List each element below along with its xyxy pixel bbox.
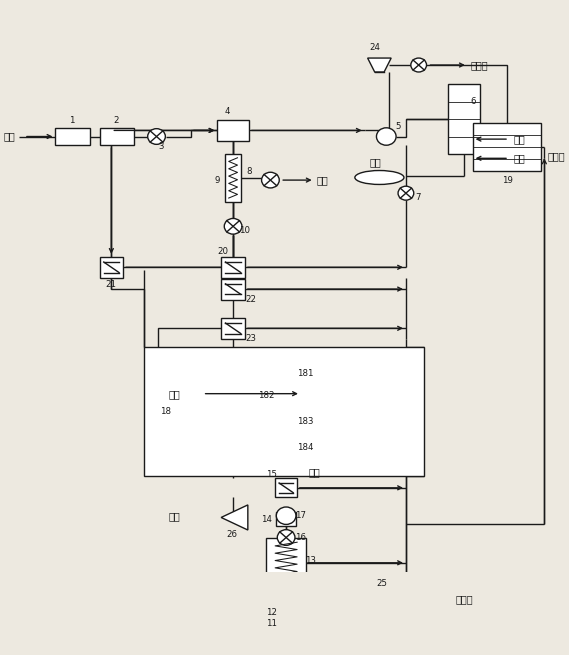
Bar xyxy=(225,154,241,202)
Text: 氢气: 氢气 xyxy=(514,134,526,144)
Text: 21: 21 xyxy=(106,280,117,290)
Text: 16: 16 xyxy=(295,533,306,542)
Circle shape xyxy=(277,530,295,546)
Text: 24: 24 xyxy=(369,43,380,52)
Circle shape xyxy=(401,592,417,607)
Bar xyxy=(221,318,245,339)
Text: 10: 10 xyxy=(240,226,250,235)
Bar xyxy=(221,257,245,278)
Text: 硝酸: 硝酸 xyxy=(309,467,320,477)
Bar xyxy=(275,590,297,609)
Bar xyxy=(100,257,123,278)
Circle shape xyxy=(262,172,279,188)
Text: 18: 18 xyxy=(160,407,171,417)
Text: 22: 22 xyxy=(245,295,256,304)
Bar xyxy=(100,128,134,145)
Text: 水蒸汽: 水蒸汽 xyxy=(547,151,565,162)
Circle shape xyxy=(411,58,427,72)
Bar xyxy=(473,123,542,172)
Text: 冷凝液: 冷凝液 xyxy=(456,594,473,605)
Text: 19: 19 xyxy=(502,176,513,185)
Bar xyxy=(275,478,297,497)
Circle shape xyxy=(398,186,414,200)
Text: 6: 6 xyxy=(470,97,476,106)
Text: 3: 3 xyxy=(159,143,164,151)
Circle shape xyxy=(277,616,295,631)
Text: 182: 182 xyxy=(258,391,275,400)
Text: 14: 14 xyxy=(261,515,272,524)
Text: 11: 11 xyxy=(266,620,277,628)
Text: 26: 26 xyxy=(226,531,238,540)
Text: 15: 15 xyxy=(266,470,277,479)
Text: 给水: 给水 xyxy=(370,158,381,168)
Text: 17: 17 xyxy=(295,511,306,520)
Polygon shape xyxy=(342,586,372,614)
Ellipse shape xyxy=(355,170,404,185)
Text: 9: 9 xyxy=(215,176,220,185)
Polygon shape xyxy=(368,58,391,72)
Bar xyxy=(144,347,423,476)
Text: 7: 7 xyxy=(415,193,420,202)
Text: 4: 4 xyxy=(224,107,230,116)
Text: 20: 20 xyxy=(217,247,228,256)
Text: 13: 13 xyxy=(305,555,316,565)
Circle shape xyxy=(277,507,296,525)
Bar xyxy=(448,84,480,154)
Bar xyxy=(55,128,90,145)
Circle shape xyxy=(377,128,396,145)
Text: 空气: 空气 xyxy=(281,654,292,655)
Circle shape xyxy=(148,128,166,144)
Text: 冷凝液: 冷凝液 xyxy=(471,60,488,70)
Circle shape xyxy=(224,219,242,234)
Text: 2: 2 xyxy=(113,117,119,125)
Bar xyxy=(277,512,296,526)
Text: 1: 1 xyxy=(69,117,75,125)
Text: 181: 181 xyxy=(298,369,314,378)
Text: 液氨: 液氨 xyxy=(316,175,328,185)
Bar xyxy=(266,538,306,586)
Text: 184: 184 xyxy=(298,443,314,452)
Bar xyxy=(217,120,249,141)
Text: 23: 23 xyxy=(245,334,256,343)
Polygon shape xyxy=(221,505,248,530)
Text: 氧气: 氧气 xyxy=(514,153,526,163)
Text: 8: 8 xyxy=(246,167,251,176)
Text: 喷水: 喷水 xyxy=(168,388,180,399)
Text: 12: 12 xyxy=(266,608,277,617)
Bar xyxy=(221,278,245,299)
Text: 183: 183 xyxy=(298,417,314,426)
Text: 空气: 空气 xyxy=(3,132,15,141)
Text: 尾气: 尾气 xyxy=(168,511,180,521)
Text: 5: 5 xyxy=(395,122,401,130)
Text: 25: 25 xyxy=(376,579,387,588)
